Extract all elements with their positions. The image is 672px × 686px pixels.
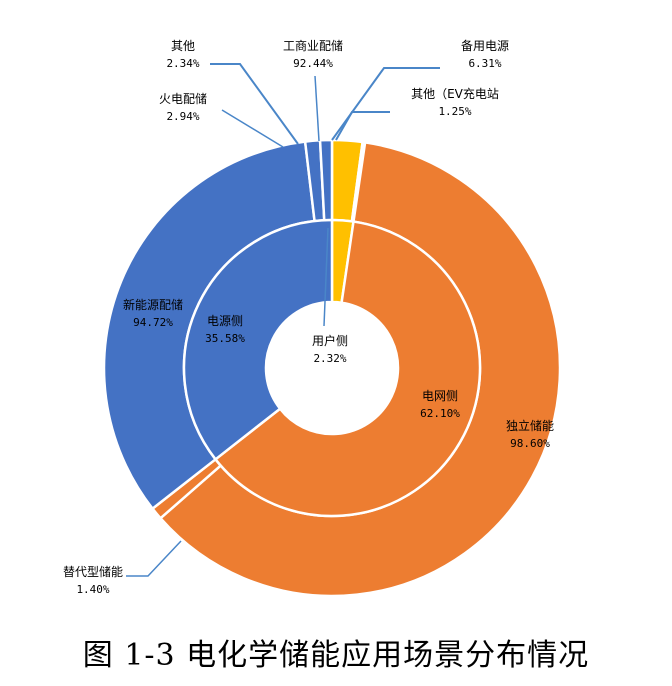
- leader-line-commercial: [314, 75, 320, 142]
- label-commercial-value: 92.44%: [293, 57, 333, 70]
- inner-slice-3: [182, 218, 334, 461]
- leader-line-substitute: [126, 540, 182, 577]
- label-grid-side-value: 62.10%: [420, 407, 460, 420]
- label-independent-value: 98.60%: [510, 437, 550, 450]
- label-grid-side-name: 电网侧: [422, 389, 458, 403]
- leader-line-other-ev: [335, 111, 390, 141]
- label-source-side-name: 电源侧: [207, 314, 243, 328]
- label-source-side-value: 35.58%: [205, 332, 245, 345]
- label-other-value: 2.34%: [166, 57, 199, 70]
- sunburst-chart: 工商业配储 92.44% 备用电源 6.31% 其他（EV充电站 1.25% 其…: [63, 38, 562, 598]
- leader-line-user-side: [323, 227, 329, 327]
- labels: 工商业配储 92.44% 备用电源 6.31% 其他（EV充电站 1.25% 其…: [63, 38, 554, 596]
- label-substitute-value: 1.40%: [76, 583, 109, 596]
- label-substitute-name: 替代型储能: [63, 564, 123, 579]
- label-commercial-name: 工商业配储: [283, 38, 343, 53]
- leader-line-backup-power: [331, 67, 440, 141]
- figure-caption: 图 1-3 电化学储能应用场景分布情况: [82, 638, 590, 673]
- label-thermal-name: 火电配储: [159, 91, 207, 106]
- label-other-name: 其他: [171, 39, 195, 53]
- label-new-energy-name: 新能源配储: [123, 297, 183, 312]
- label-independent-name: 独立储能: [506, 418, 554, 433]
- label-other-ev-name: 其他（EV充电站: [411, 86, 499, 101]
- label-backup-power-value: 6.31%: [468, 57, 501, 70]
- label-user-side-value: 2.32%: [313, 352, 346, 365]
- label-new-energy-value: 94.72%: [133, 316, 173, 329]
- inner-slice-2: [214, 220, 482, 518]
- leader-line-other: [210, 63, 299, 145]
- outer-ring: [102, 138, 562, 598]
- label-other-ev-value: 1.25%: [438, 105, 471, 118]
- leader-line-thermal: [221, 109, 284, 148]
- label-thermal-value: 2.94%: [166, 110, 199, 123]
- label-user-side-name: 用户侧: [312, 333, 348, 348]
- leader-lines: [126, 63, 440, 577]
- label-backup-power-name: 备用电源: [461, 39, 509, 53]
- inner-ring: [182, 218, 482, 518]
